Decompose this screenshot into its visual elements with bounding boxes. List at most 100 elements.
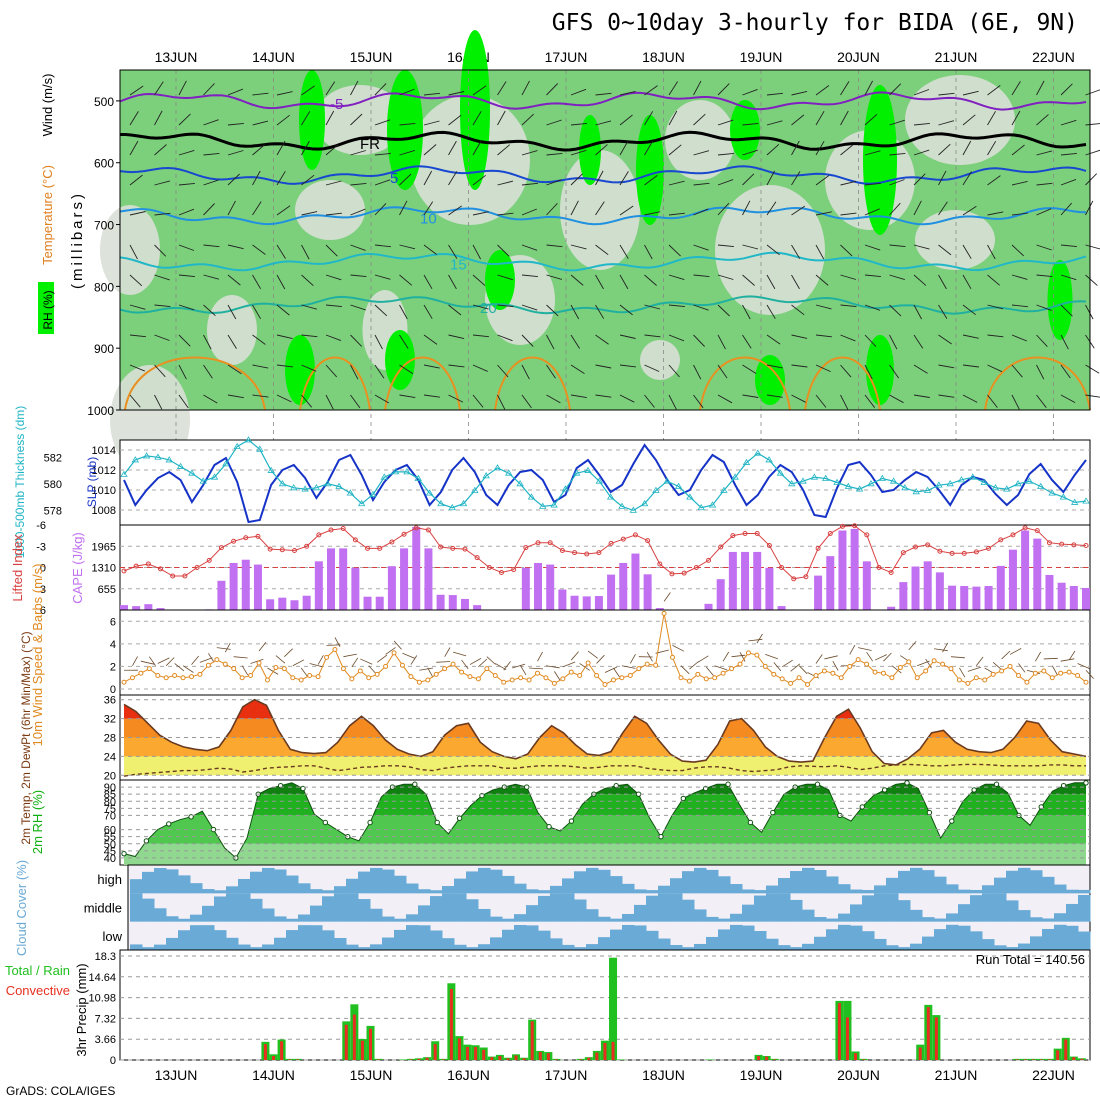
y-tick-label: 60: [104, 825, 116, 837]
wind-point: [670, 654, 676, 660]
wind-barb: [448, 140, 457, 156]
wind-barb: [962, 364, 979, 368]
wind-point: [315, 674, 321, 680]
li-point: [645, 538, 651, 544]
li-point: [1071, 542, 1077, 548]
li-point: [255, 533, 261, 539]
li-point: [669, 571, 675, 577]
wind-barb: [472, 211, 489, 216]
wind-barb: [423, 304, 433, 319]
cloud-cover-bar: [970, 889, 983, 894]
li-point: [779, 565, 785, 570]
cloud-cover-bar: [1030, 936, 1043, 950]
wind-barb: [619, 244, 629, 259]
wind-barb: [619, 171, 629, 186]
wind-barb: [129, 244, 138, 260]
li-point: [511, 567, 517, 573]
wind-barb: [1036, 244, 1052, 251]
wind-barb: [178, 364, 187, 380]
cape-bar: [570, 595, 579, 610]
wind-point: [273, 665, 279, 671]
wind-point: [408, 674, 414, 680]
cloud-cover-bar: [1066, 903, 1079, 922]
wind-point: [501, 679, 507, 685]
thickness-point: [833, 478, 841, 485]
wind-barb: [252, 274, 261, 290]
wind-barb: [913, 304, 922, 320]
wind-point: [745, 650, 751, 656]
cloud-cover-bar: [838, 884, 851, 894]
wind-barb: [742, 122, 759, 126]
wind-barb: [301, 364, 317, 372]
y-tick-label: 32: [104, 714, 116, 726]
thickness-point: [391, 468, 400, 475]
wind-barb: [1036, 182, 1053, 186]
wind-barb: [203, 304, 216, 317]
legend-label-temp: Temperature (°C): [40, 165, 55, 265]
wind-barb: [815, 334, 832, 338]
thickness-point: [505, 469, 513, 476]
cloud-cover-bar: [190, 883, 203, 894]
wind-point: [1075, 672, 1081, 678]
cloud-cover-bar: [814, 870, 827, 894]
wind-barb: [178, 113, 191, 126]
cloud-cover-bar: [910, 867, 923, 894]
rh-moist-patch: [755, 355, 785, 405]
precip-total-bar: [706, 1059, 715, 1060]
x-tick-label: 15JUN: [350, 49, 393, 65]
wind-barb: [987, 334, 1004, 338]
y-tick-label: 4: [110, 639, 116, 651]
y-tick-label: 80: [104, 796, 116, 808]
y-tick-label: 90: [104, 782, 116, 794]
wind-barb: [815, 244, 825, 260]
x-tick-label: 18JUN: [642, 49, 685, 65]
wind-barb: [350, 364, 359, 380]
y-tick-label: 3: [40, 584, 46, 596]
isotherm-line: [119, 165, 1087, 185]
cloud-cover-bar: [1054, 884, 1067, 894]
wind-point: [324, 654, 330, 660]
wind-barb: [157, 657, 170, 664]
y-tick-label: -6: [36, 520, 46, 532]
li-point: [620, 536, 626, 542]
wind-point: [771, 671, 777, 677]
cloud-cover-bar: [634, 904, 647, 922]
y-tick-label: 578: [44, 505, 62, 517]
wind-barb: [1009, 648, 1022, 655]
li-point: [693, 565, 699, 570]
wind-barb: [203, 179, 219, 186]
thickness-point: [697, 503, 705, 511]
thickness-point: [324, 480, 332, 487]
wind-barb: [203, 152, 220, 156]
wind-barb: [987, 140, 997, 156]
thickness-point: [821, 474, 830, 481]
wind-point: [442, 666, 448, 672]
cloud-cover-bar: [946, 884, 959, 894]
wind-barb: [546, 394, 561, 404]
cloud-cover-bar: [670, 945, 683, 950]
cape-bar: [521, 567, 530, 610]
wind-barb: [962, 274, 972, 290]
wind-point: [349, 676, 355, 682]
wind-barb: [619, 90, 636, 96]
cloud-cover-bar: [754, 890, 767, 894]
wind-barb: [301, 334, 318, 338]
rh-point: [904, 780, 910, 786]
cloud-cover-bar: [322, 890, 335, 894]
cape-bar: [351, 567, 360, 610]
wind-barb: [252, 394, 269, 398]
wind-barb: [129, 211, 146, 216]
wind-barb: [629, 654, 636, 664]
wind-barb: [1036, 114, 1049, 126]
wind-barb: [595, 394, 612, 398]
wind-barb: [154, 180, 171, 186]
wind-barb: [495, 663, 507, 671]
wind-barb: [399, 88, 415, 96]
wind-barb: [722, 651, 730, 662]
cloud-cover-bar: [574, 871, 587, 894]
rh-point: [725, 781, 731, 787]
cape-bar: [460, 598, 469, 610]
wind-barb: [203, 119, 219, 126]
thickness-point: [765, 456, 773, 463]
wind-barb: [731, 654, 746, 658]
